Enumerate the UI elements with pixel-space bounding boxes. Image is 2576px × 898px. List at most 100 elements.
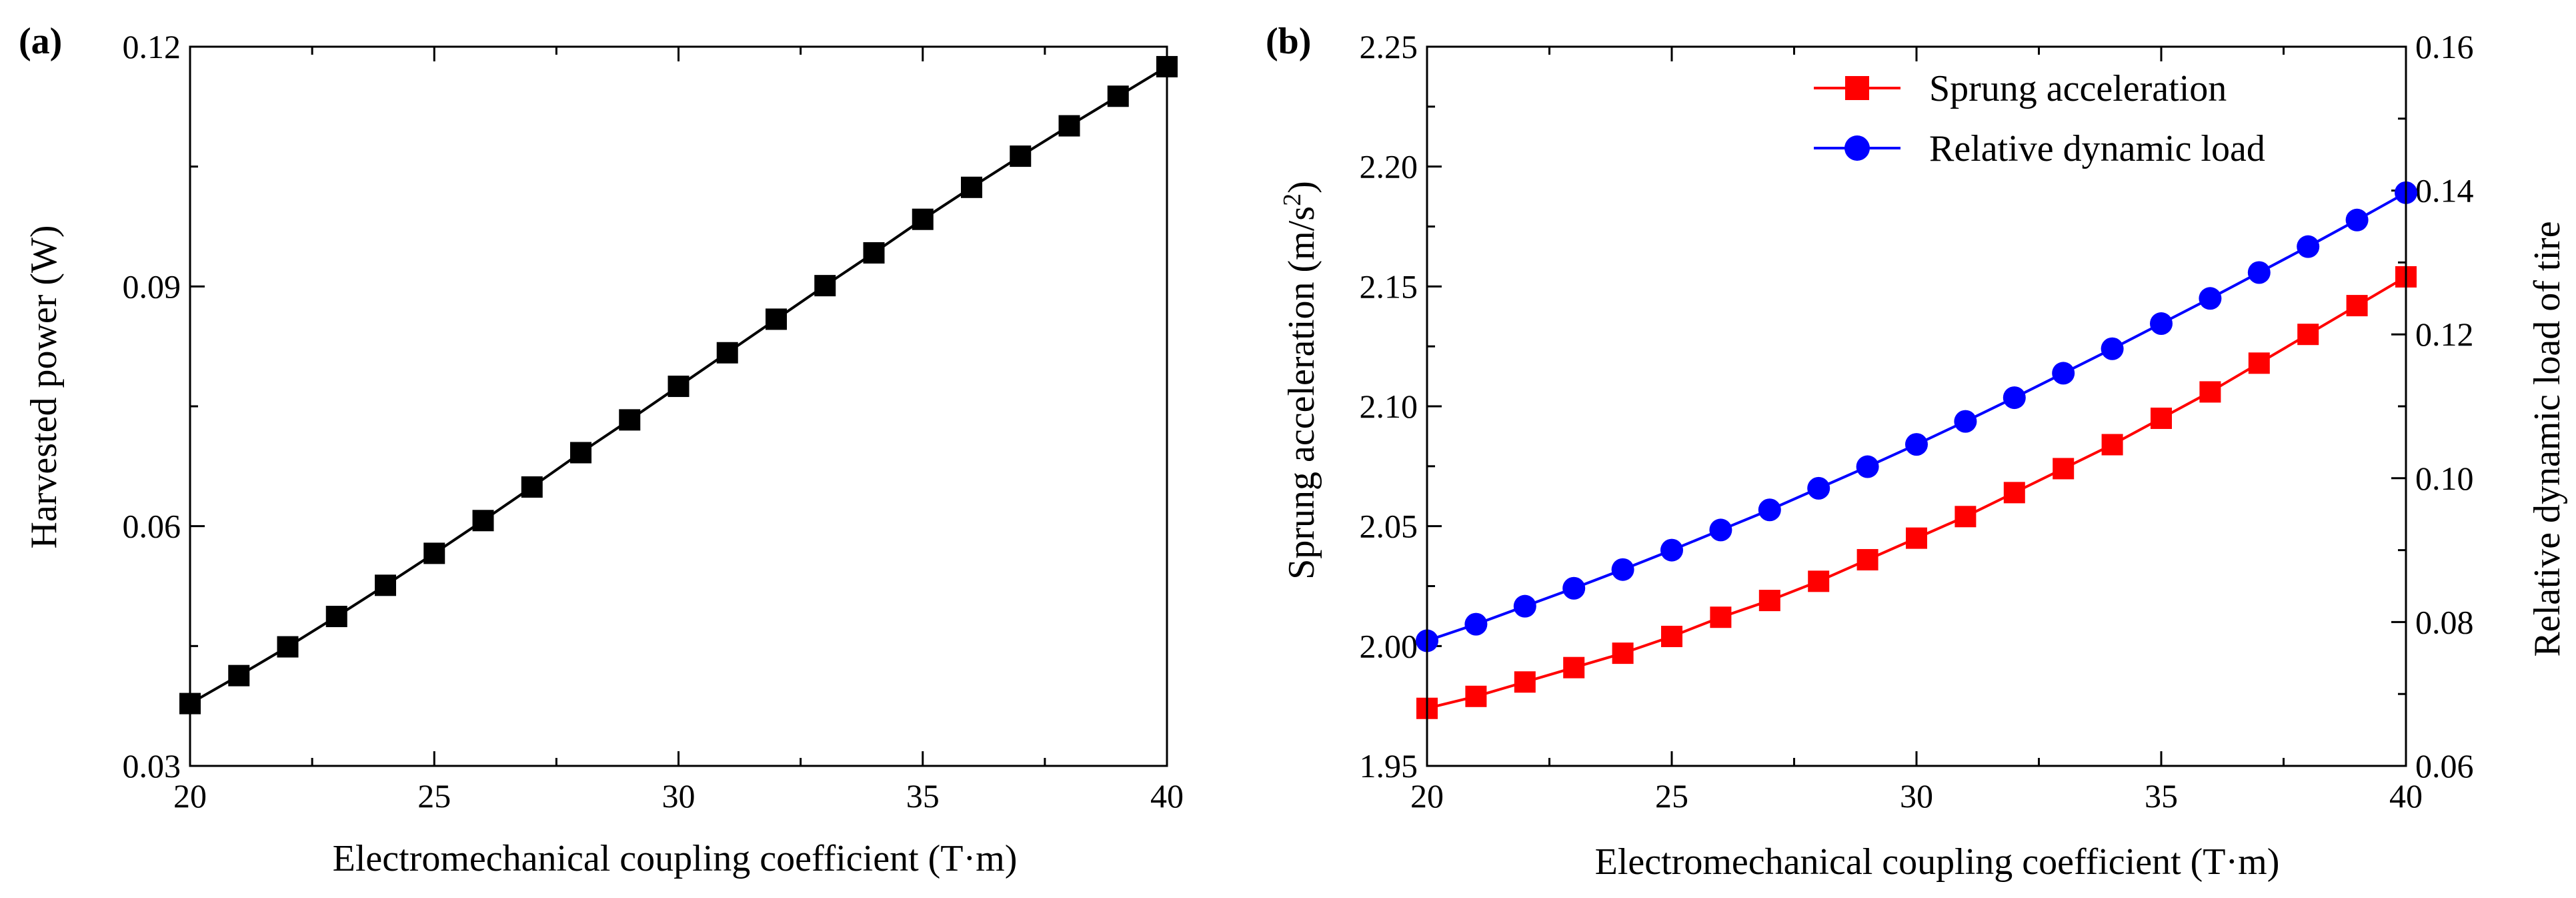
chart-b-right-y-tick-label: 0.10 (2415, 460, 2474, 497)
harvested-power-point (814, 275, 836, 297)
harvested-power-point (325, 606, 347, 628)
harvested-power-point (912, 208, 934, 230)
harvested-power-point (716, 342, 738, 364)
sprung-acceleration-point (1758, 590, 1780, 612)
chart-a-x-tick-label: 35 (906, 777, 940, 815)
relative-dynamic-load-point (1660, 538, 1683, 562)
relative-dynamic-load-point (1807, 476, 1830, 500)
sprung-acceleration-point (1661, 625, 1682, 647)
chart-b-right-y-tick-label: 0.08 (2415, 603, 2474, 640)
panel-label-b: (b) (1266, 21, 1311, 62)
sprung-acceleration-point (1563, 656, 1585, 679)
chart-b-x-tick-label: 40 (2389, 777, 2423, 815)
relative-dynamic-load-point (2345, 208, 2369, 232)
relative-dynamic-load-point (1709, 518, 1732, 542)
sprung-acceleration-point (1612, 642, 1634, 664)
sprung-acceleration-point (2151, 407, 2172, 429)
relative-dynamic-load-point (1758, 498, 1781, 522)
relative-dynamic-load-point (2247, 261, 2271, 284)
chart-a: (a) Harvested power (W) Electromechanica… (19, 21, 1184, 879)
chart-b-left-y-tick-label: 2.10 (1360, 388, 1418, 425)
chart-b-left-y-tick-label: 2.25 (1360, 28, 1418, 65)
relative-dynamic-load-point (1856, 455, 1879, 478)
relative-dynamic-load-point (2052, 362, 2075, 385)
chart-a-plot-frame (189, 45, 1168, 767)
chart-a-y-tick-label: 0.12 (123, 28, 181, 65)
sprung-acceleration-point (2297, 324, 2319, 346)
sprung-acceleration-point (2346, 295, 2368, 317)
chart-a-x-tick-label: 25 (417, 777, 451, 815)
harvested-power-point (228, 664, 250, 687)
chart-b-right-y-tick-label: 0.06 (2415, 747, 2474, 785)
relative-dynamic-load-line (1426, 191, 2407, 642)
relative-dynamic-load-point (2199, 287, 2222, 310)
chart-a-x-tick-label: 40 (1150, 777, 1184, 815)
sprung-acceleration-point (1710, 606, 1732, 628)
relative-dynamic-load-point (1464, 612, 1488, 636)
relative-dynamic-load-point (2150, 312, 2173, 336)
legend-marker-relative-dynamic-load (1844, 135, 1870, 161)
harvested-power-point (1107, 85, 1129, 107)
chart-a-x-tick-label: 20 (173, 777, 207, 815)
sprung-acceleration-point (1514, 671, 1536, 693)
harvested-power-point (668, 376, 690, 398)
relative-dynamic-load-point (2101, 337, 2124, 360)
harvested-power-point (1010, 145, 1032, 167)
chart-a-y-tick-label: 0.06 (123, 508, 181, 545)
chart-b-left-y-tick-label: 2.20 (1360, 148, 1418, 185)
sprung-acceleration-point (2003, 482, 2025, 504)
sprung-acceleration-point (1906, 527, 1927, 549)
relative-dynamic-load-point (1954, 410, 1977, 433)
harvested-power-point (521, 476, 543, 498)
relative-dynamic-load-point (1513, 594, 1536, 618)
harvested-power-point (277, 636, 299, 658)
sprung-acceleration-point (1808, 570, 1830, 592)
chart-b-left-y-tick-label: 2.05 (1360, 508, 1418, 545)
chart-b-right-y-tick-label: 0.14 (2415, 172, 2474, 209)
sprung-acceleration-point (2053, 458, 2075, 480)
sprung-acceleration-point (1955, 506, 1977, 528)
sprung-acceleration-point (1465, 685, 1487, 707)
legend-label-sprung-acceleration: Sprung acceleration (1929, 68, 2227, 109)
relative-dynamic-load-point (1562, 576, 1586, 600)
harvested-power-point (570, 442, 591, 464)
harvested-power-point (766, 308, 787, 330)
chart-b: (b) Sprung acceleration (m/s2) Relative … (1266, 21, 2568, 883)
panel-label-a: (a) (19, 21, 62, 62)
sprung-acceleration-point (1856, 548, 1878, 570)
chart-a-y-axis-label: Harvested power (W) (23, 225, 65, 548)
chart-a-y-tick-label: 0.09 (123, 268, 181, 305)
sprung-acceleration-line (1426, 276, 2407, 710)
harvested-power-point (619, 409, 641, 431)
chart-b-legend: Sprung acceleration Relative dynamic loa… (1814, 68, 2265, 169)
chart-b-right-y-tick-label: 0.12 (2415, 316, 2474, 353)
harvested-power-point (863, 242, 885, 264)
relative-dynamic-load-point (2003, 386, 2026, 410)
chart-b-x-tick-label: 35 (2145, 777, 2178, 815)
legend-marker-sprung-acceleration (1845, 76, 1869, 100)
sprung-acceleration-point (2101, 434, 2123, 456)
sprung-acceleration-point (2248, 352, 2270, 374)
harvested-power-point (961, 176, 982, 198)
chart-b-right-y-tick-label: 0.16 (2415, 28, 2474, 65)
chart-b-x-axis-label: Electromechanical coupling coefficient (… (1595, 841, 2280, 883)
chart-b-left-y-tick-label: 1.95 (1360, 747, 1418, 785)
harvested-power-point (1058, 115, 1080, 137)
relative-dynamic-load-point (1905, 433, 1928, 456)
chart-b-left-y-tick-label: 2.15 (1360, 268, 1418, 305)
chart-a-x-axis-label: Electromechanical coupling coefficient (… (333, 838, 1018, 879)
chart-b-left-y-axis-label: Sprung acceleration (m/s2) (1278, 181, 1322, 579)
harvested-power-point (472, 510, 494, 532)
chart-a-x-tick-label: 30 (662, 777, 696, 815)
chart-b-right-y-axis-label: Relative dynamic load of tire (2527, 221, 2568, 656)
chart-b-x-tick-label: 30 (1900, 777, 1933, 815)
chart-b-x-tick-label: 25 (1655, 777, 1688, 815)
legend-label-relative-dynamic-load: Relative dynamic load (1929, 128, 2265, 169)
relative-dynamic-load-point (2297, 235, 2320, 258)
sprung-acceleration-point (2199, 381, 2221, 403)
chart-a-y-tick-label: 0.03 (123, 747, 181, 785)
harvested-power-point (423, 542, 445, 564)
chart-b-x-tick-label: 20 (1410, 777, 1444, 815)
relative-dynamic-load-point (1611, 558, 1634, 581)
